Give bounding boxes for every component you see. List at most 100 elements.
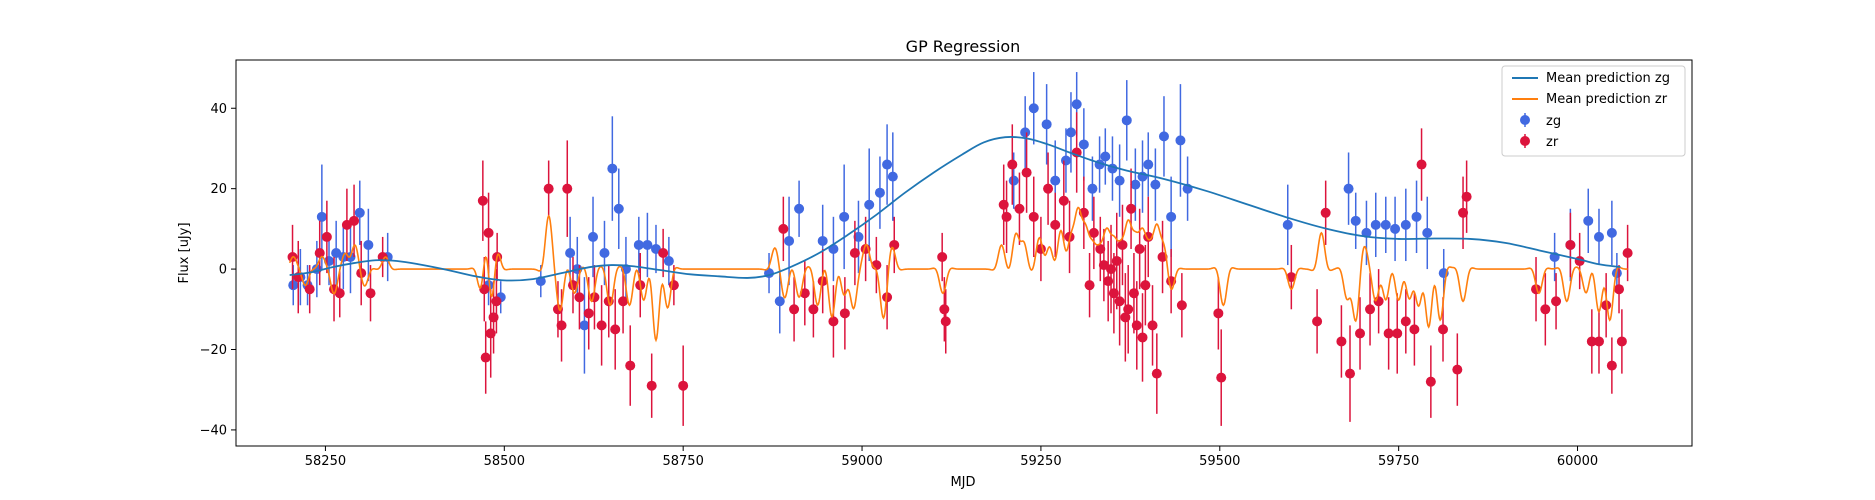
zr-point bbox=[1438, 324, 1449, 335]
zg-point bbox=[1008, 175, 1019, 186]
zr-point bbox=[625, 360, 636, 371]
zg-point bbox=[1422, 227, 1433, 238]
zr-point bbox=[1336, 336, 1347, 347]
zg-point bbox=[1078, 139, 1089, 150]
x-axis-label: MJD bbox=[950, 475, 975, 490]
zg-point bbox=[1121, 115, 1132, 126]
zg-point bbox=[642, 239, 653, 250]
zg-point bbox=[633, 239, 644, 250]
zg-point bbox=[1370, 219, 1381, 230]
zr-point bbox=[1111, 256, 1122, 267]
zg-point bbox=[1028, 103, 1039, 114]
zg-point bbox=[1606, 227, 1617, 238]
zg-point bbox=[663, 256, 674, 267]
zg-point bbox=[1350, 215, 1361, 226]
zr-point bbox=[1114, 296, 1125, 307]
zr-point bbox=[1028, 211, 1039, 222]
zr-point bbox=[1373, 296, 1384, 307]
zr-point bbox=[1014, 203, 1025, 214]
x-tick-label: 59750 bbox=[1378, 454, 1419, 469]
zg-point bbox=[1041, 119, 1052, 130]
zr-point bbox=[1117, 239, 1128, 250]
axis-ticks: 58250 58500 58750 59000 59250 59500 59750 60000… bbox=[200, 102, 1599, 469]
zr-point bbox=[1043, 183, 1054, 194]
zg-point bbox=[839, 211, 850, 222]
zr-point bbox=[1425, 376, 1436, 387]
zr-point bbox=[1084, 280, 1095, 291]
legend-label-mean-zr: Mean prediction zr bbox=[1546, 92, 1668, 107]
zr-point bbox=[543, 183, 554, 194]
legend-box bbox=[1501, 65, 1686, 157]
zr-point bbox=[1103, 276, 1114, 287]
zr-point bbox=[1134, 243, 1145, 254]
zr-point bbox=[596, 320, 607, 331]
zg-point bbox=[864, 199, 875, 210]
zg-point bbox=[1400, 219, 1411, 230]
zr-point bbox=[1147, 320, 1158, 331]
zr-point bbox=[1088, 227, 1099, 238]
zr-point bbox=[1137, 332, 1148, 343]
zr-point bbox=[799, 288, 810, 299]
zr-point bbox=[849, 248, 860, 258]
zr-point bbox=[678, 380, 689, 391]
x-tick-label: 58500 bbox=[484, 454, 525, 469]
zr-point bbox=[562, 183, 573, 194]
zg-point bbox=[588, 231, 599, 242]
zg-point bbox=[784, 235, 795, 246]
zr-point bbox=[940, 316, 951, 327]
zr-point bbox=[1458, 207, 1469, 218]
zg-point bbox=[1020, 127, 1031, 138]
x-tick-label: 58750 bbox=[662, 454, 703, 469]
zr-point bbox=[488, 312, 499, 323]
zr-point bbox=[658, 248, 669, 258]
zg-point bbox=[794, 203, 805, 214]
zr-point bbox=[1007, 159, 1018, 170]
zg-point bbox=[1087, 183, 1098, 194]
zr-point bbox=[365, 288, 376, 299]
x-tick-label: 60000 bbox=[1557, 454, 1598, 469]
zr-point bbox=[480, 352, 491, 363]
mean-prediction-zg-line bbox=[289, 136, 1621, 282]
zr-point bbox=[1312, 316, 1323, 327]
zr-point bbox=[1131, 320, 1142, 331]
zg-point bbox=[817, 235, 828, 246]
zr-point bbox=[789, 304, 800, 315]
zg-point bbox=[599, 248, 610, 258]
zr-point bbox=[1355, 328, 1366, 339]
zr-point bbox=[1151, 368, 1162, 379]
y-tick-label: 0 bbox=[219, 263, 227, 278]
zr-point bbox=[552, 304, 563, 315]
chart-title: GP Regression bbox=[906, 37, 1021, 56]
zg-point bbox=[1593, 231, 1604, 242]
zr-point bbox=[485, 328, 496, 339]
zg-point bbox=[1411, 211, 1422, 222]
zg-point bbox=[853, 231, 864, 242]
legend-swatch-zr-marker bbox=[1520, 136, 1530, 146]
zr-point bbox=[1021, 167, 1032, 178]
zr-point bbox=[839, 308, 850, 319]
zr-point bbox=[349, 215, 360, 226]
zr-point bbox=[1593, 336, 1604, 347]
legend-label-zr: zr bbox=[1546, 135, 1559, 150]
legend-label-zg: zg bbox=[1546, 114, 1561, 129]
zr-point bbox=[1601, 300, 1612, 311]
zr-point bbox=[1106, 264, 1117, 275]
zg-point bbox=[1343, 183, 1354, 194]
zr-point bbox=[556, 320, 567, 331]
zr-point bbox=[1120, 312, 1131, 323]
zr-point bbox=[646, 380, 657, 391]
zr-point bbox=[1095, 243, 1106, 254]
zr-point bbox=[1400, 316, 1411, 327]
zr-point bbox=[1365, 304, 1376, 315]
zg-point bbox=[1114, 175, 1125, 186]
zg-point bbox=[1583, 215, 1594, 226]
zr-point bbox=[314, 248, 325, 258]
zr-point bbox=[1140, 280, 1151, 291]
zr-point bbox=[1058, 195, 1069, 206]
zr-point bbox=[1213, 308, 1224, 319]
zr-point bbox=[1409, 324, 1420, 335]
zg-point bbox=[1175, 135, 1186, 146]
zg-point bbox=[1100, 151, 1111, 162]
zg-point bbox=[613, 203, 624, 214]
zg-point bbox=[1071, 99, 1082, 110]
